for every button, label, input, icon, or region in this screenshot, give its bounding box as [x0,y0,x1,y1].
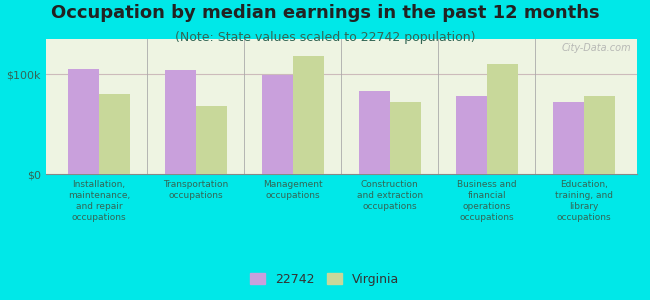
Text: Transportation
occupations: Transportation occupations [163,180,228,200]
Bar [456,96,487,174]
Bar [292,56,324,174]
Bar [552,102,584,174]
Bar [68,69,99,174]
Bar [487,64,518,174]
Bar [196,106,227,174]
Bar [390,102,421,174]
Text: (Note: State values scaled to 22742 population): (Note: State values scaled to 22742 popu… [175,32,475,44]
Legend: 22742, Virginia: 22742, Virginia [246,268,404,291]
Text: Occupation by median earnings in the past 12 months: Occupation by median earnings in the pas… [51,4,599,22]
Text: City-Data.com: City-Data.com [562,43,631,53]
Text: Management
occupations: Management occupations [263,180,322,200]
Text: Business and
financial
operations
occupations: Business and financial operations occupa… [457,180,517,222]
Bar [584,96,615,174]
Bar [164,70,196,174]
Text: Education,
training, and
library
occupations: Education, training, and library occupat… [554,180,613,222]
Bar [99,94,130,174]
Bar [262,75,292,174]
Bar [359,91,390,174]
Text: Installation,
maintenance,
and repair
occupations: Installation, maintenance, and repair oc… [68,180,130,222]
Text: Construction
and extraction
occupations: Construction and extraction occupations [357,180,422,211]
